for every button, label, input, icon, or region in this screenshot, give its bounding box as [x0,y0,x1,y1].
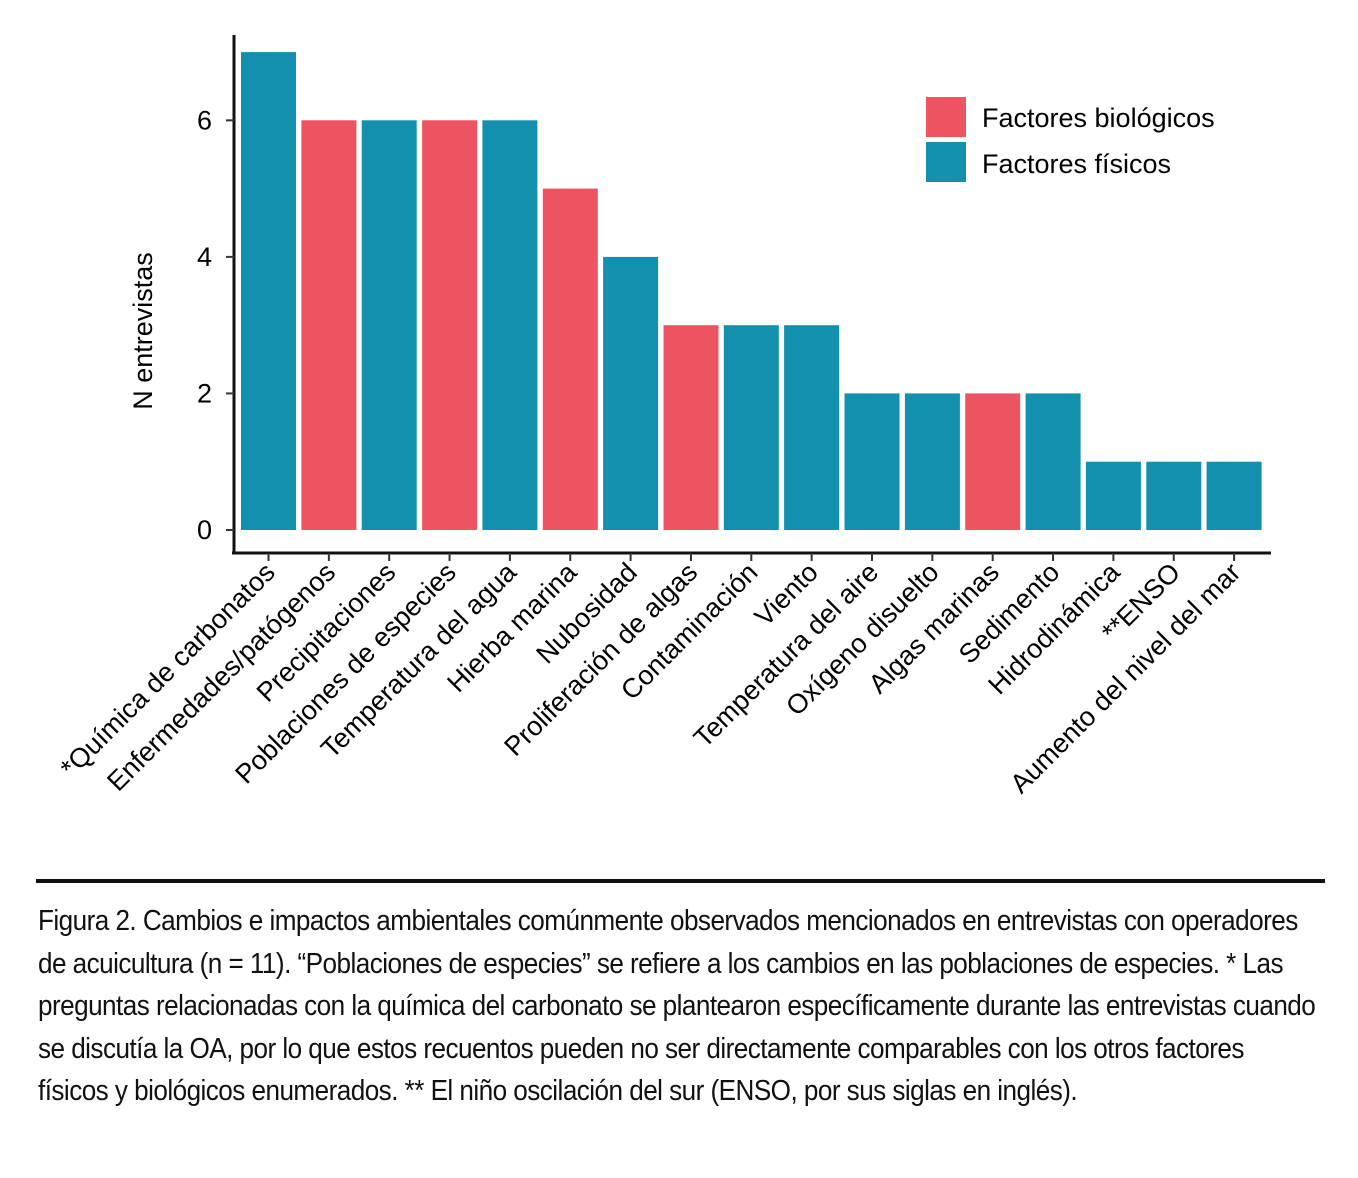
bar [603,256,659,530]
bar [422,120,478,531]
legend: Factores biológicos Factores físicos [926,97,1215,182]
figure-caption: Figura 2. Cambios e impactos ambientales… [38,900,1316,1113]
bar [482,120,538,531]
bar [784,325,840,530]
bars [241,52,1262,531]
bar [1085,461,1141,530]
legend-swatch-biologicos [926,97,966,137]
bar [844,393,900,530]
bar [361,120,417,531]
y-tick-label: 2 [197,378,212,408]
bar [1025,393,1081,530]
bar [904,393,960,530]
caption-divider [36,879,1325,883]
legend-label-fisicos: Factores físicos [982,149,1171,179]
bar-chart: 0 2 4 6 *Química de carbonatosEnfermedades/… [55,35,1271,799]
legend-swatch-fisicos [926,142,966,182]
bar [241,52,296,530]
bar [965,393,1021,530]
bar [1206,461,1262,530]
y-tick-label: 6 [197,105,212,135]
caption-text: Cambios e impactos ambientales comúnment… [38,905,1316,1107]
bar [663,325,719,530]
y-tick-label: 4 [197,242,212,272]
caption-label: Figura 2. [38,905,137,937]
x-ticks: *Química de carbonatosEnfermedades/patóg… [55,553,1246,799]
bar [542,188,598,530]
bar [301,120,357,531]
y-tick-label: 0 [197,515,212,545]
y-ticks: 0 2 4 6 [197,105,234,545]
bar [1146,461,1202,530]
legend-label-biologicos: Factores biológicos [982,103,1215,133]
bar [723,325,779,530]
x-tick-label: Enfermedades/patógenos [101,557,341,797]
y-axis-label: N entrevistas [128,252,158,410]
